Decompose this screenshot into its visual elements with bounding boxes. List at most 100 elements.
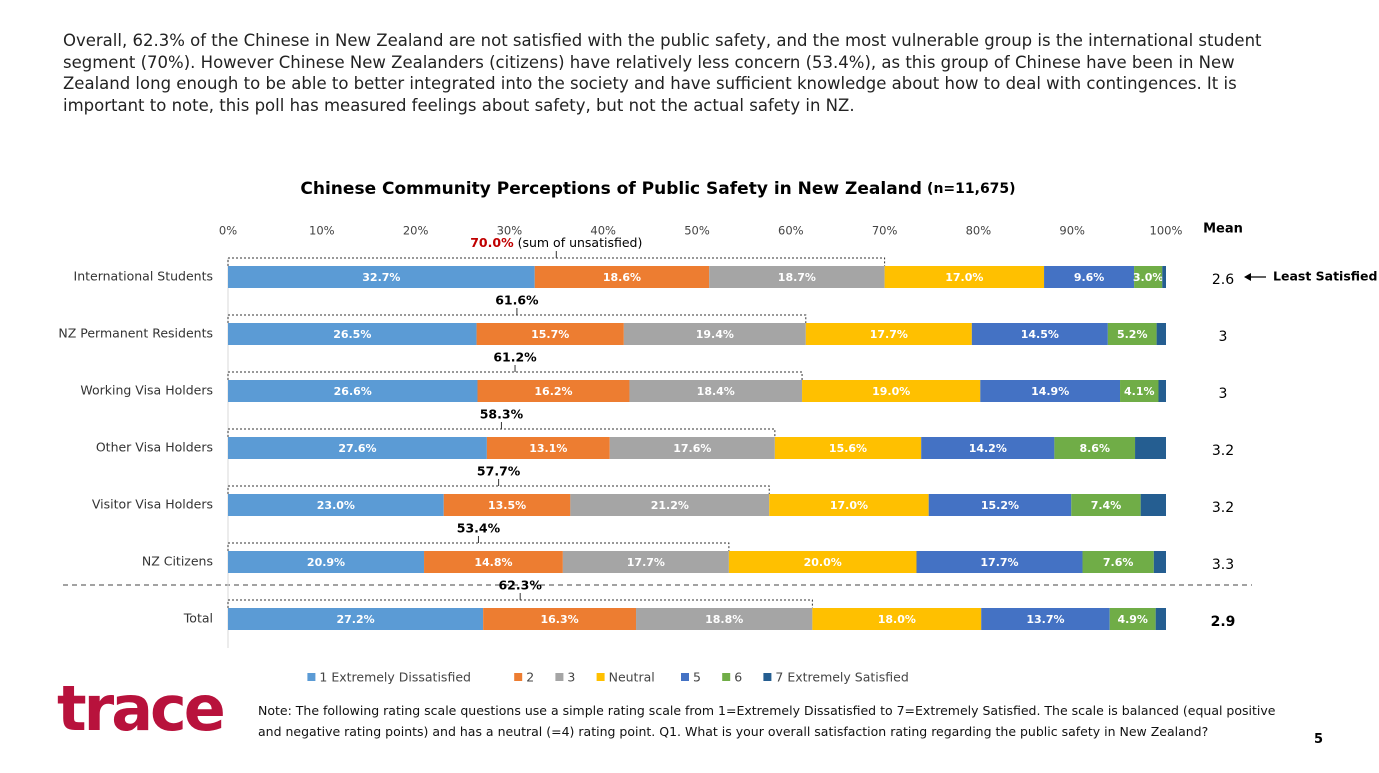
category-label: NZ Citizens	[142, 554, 213, 569]
bar-segment	[884, 266, 1045, 288]
mean-value: 2.6	[1212, 272, 1234, 288]
legend-label: 3	[567, 670, 575, 685]
page-number: 5	[1314, 732, 1324, 747]
bar-segment	[228, 494, 444, 516]
data-label: 8.6%	[1079, 442, 1110, 455]
data-label: 18.0%	[878, 613, 916, 626]
category-label: Other Visa Holders	[96, 440, 213, 455]
mean-value: 3.3	[1212, 557, 1234, 573]
chart-title: Chinese Community Perceptions of Public …	[300, 179, 1015, 200]
arrow-head	[1244, 273, 1251, 281]
bar-segment	[562, 551, 729, 573]
x-tick-label: 40%	[590, 224, 616, 238]
bar-segment	[228, 266, 535, 288]
data-label: 3.0%	[1133, 271, 1164, 284]
x-tick-label: 30%	[497, 224, 523, 238]
bar-segment	[1054, 437, 1136, 459]
sum-label: 53.4%	[457, 521, 501, 536]
data-label: 4.9%	[1117, 613, 1148, 626]
bar-segment	[774, 437, 922, 459]
data-label: 17.6%	[673, 442, 711, 455]
data-label: 32.7%	[362, 271, 400, 284]
legend-label: 6	[734, 670, 742, 685]
category-label: NZ Permanent Residents	[58, 326, 213, 341]
unsatisfied-bracket	[227, 485, 770, 494]
bar-segment	[1107, 323, 1157, 345]
x-tick-label: 60%	[778, 224, 804, 238]
data-label: 4.1%	[1124, 385, 1155, 398]
sum-label: 61.2%	[493, 350, 537, 365]
bar-segment	[476, 323, 624, 345]
sum-label: 70.0% (sum of unsatisfied)	[470, 235, 642, 250]
bar-segment	[728, 551, 917, 573]
data-label: 16.3%	[540, 613, 578, 626]
x-tick-label: 10%	[309, 224, 335, 238]
bar-segment	[1134, 266, 1163, 288]
bar-segment	[609, 437, 775, 459]
mean-value: 3.2	[1212, 500, 1234, 516]
data-label: 26.5%	[333, 328, 371, 341]
bar-segment	[534, 266, 710, 288]
unsatisfied-bracket	[227, 599, 813, 608]
bar-segment	[1156, 323, 1166, 345]
x-tick-label: 90%	[1059, 224, 1085, 238]
data-label: 26.6%	[334, 385, 372, 398]
data-label: 13.1%	[529, 442, 567, 455]
bar-segment	[1135, 437, 1166, 459]
data-label: 5.2%	[1117, 328, 1148, 341]
logo: trace	[57, 672, 224, 745]
data-label: 17.0%	[830, 499, 868, 512]
category-label: Total	[183, 611, 213, 626]
bar-segment	[1071, 494, 1141, 516]
note: Note: The following rating scale questio…	[258, 703, 1276, 739]
bar-segment	[636, 608, 813, 630]
data-label: 17.7%	[980, 556, 1018, 569]
bar-segment	[228, 323, 477, 345]
bar-segment	[228, 437, 487, 459]
bar-segment	[1158, 380, 1166, 402]
data-label: 14.2%	[969, 442, 1007, 455]
data-label: 14.9%	[1031, 385, 1069, 398]
data-label: 18.6%	[603, 271, 641, 284]
legend-label: 5	[693, 670, 701, 685]
data-label: 17.7%	[870, 328, 908, 341]
legend-label: 7 Extremely Satisfied	[775, 670, 908, 685]
intro-text: Overall, 62.3% of the Chinese in New Zea…	[63, 31, 1262, 115]
data-label: 19.4%	[696, 328, 734, 341]
data-label: 17.0%	[945, 271, 983, 284]
data-label: 27.6%	[338, 442, 376, 455]
data-label: 16.2%	[534, 385, 572, 398]
data-label: 15.2%	[981, 499, 1019, 512]
sum-label: 57.7%	[477, 464, 521, 479]
bar-segment	[570, 494, 770, 516]
bar-segment	[805, 323, 972, 345]
bar-segment	[928, 494, 1072, 516]
x-tick-label: 20%	[403, 224, 429, 238]
sum-value: 70.0%	[470, 235, 514, 250]
legend-label: 1 Extremely Dissatisfied	[319, 670, 471, 685]
bar-segment	[709, 266, 885, 288]
mean-value: 3	[1219, 329, 1228, 345]
bar-segment	[769, 494, 929, 516]
data-label: 14.8%	[474, 556, 512, 569]
data-label: 20.0%	[804, 556, 842, 569]
bar-segment	[629, 380, 803, 402]
bar-segment	[228, 608, 484, 630]
x-tick-label: 50%	[684, 224, 710, 238]
legend-swatch	[681, 673, 689, 681]
title: Chinese Community Perceptions of Public …	[300, 179, 922, 199]
x-tick-label: 0%	[219, 224, 237, 238]
legend-swatch	[763, 673, 772, 681]
bar-segment	[477, 380, 630, 402]
data-label: 17.7%	[627, 556, 665, 569]
bar-segment	[1109, 608, 1156, 630]
sum-label: 61.6%	[495, 293, 539, 308]
data-label: 18.8%	[705, 613, 743, 626]
bar-segment	[1044, 266, 1135, 288]
legend-swatch	[307, 673, 316, 681]
bar-segment	[812, 608, 982, 630]
sum-label: 62.3%	[498, 578, 542, 593]
bar-segment	[1082, 551, 1154, 573]
bar-segment	[1153, 551, 1166, 573]
